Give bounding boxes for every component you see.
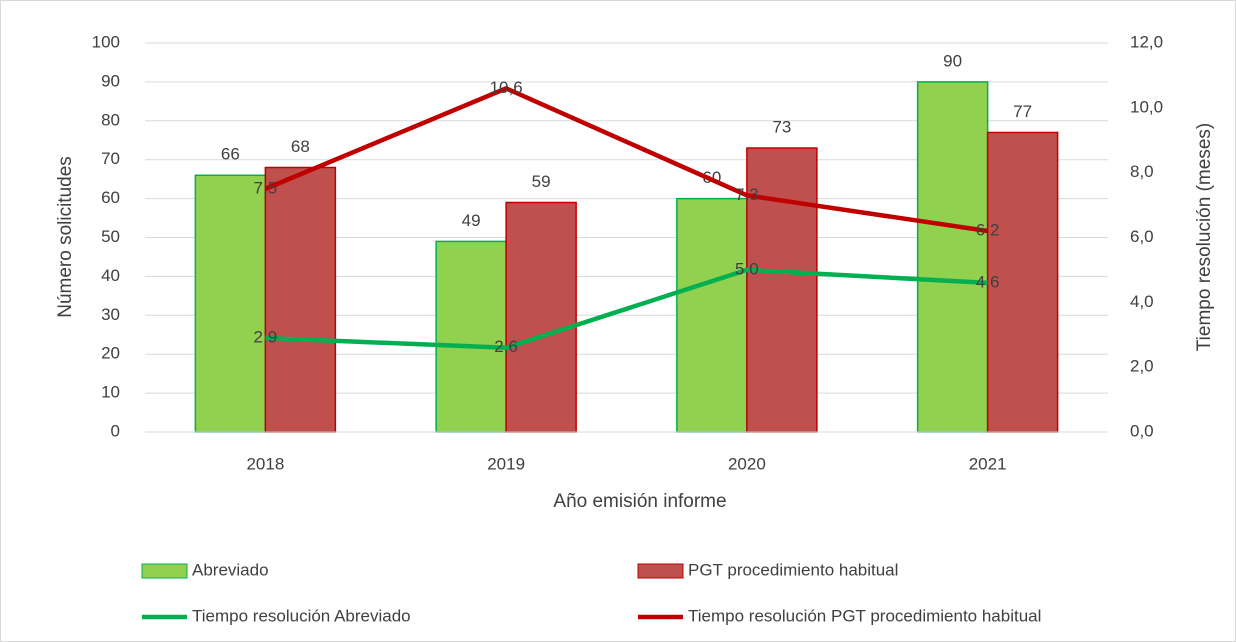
line [264,86,988,234]
y-tick-label: 50 [101,227,120,246]
legend-swatch [141,563,188,579]
data-label: 10,6 [490,78,523,97]
x-axis-title: Año emisión informe [553,491,726,512]
bar [916,81,989,433]
data-label: 2,9 [254,327,278,346]
bar [264,166,337,433]
legend-label: Abreviado [192,560,269,579]
legend-swatch [637,563,684,579]
y2-tick-label: 8,0 [1130,162,1154,181]
y-tick-label: 80 [101,110,120,129]
y-tick-label: 100 [92,32,120,51]
y-tick-label: 0 [111,421,120,440]
bar [194,174,267,433]
y-tick-label: 60 [101,188,120,207]
y-tick-label: 70 [101,149,120,168]
data-label: 5,0 [735,259,759,278]
y-tick-label: 40 [101,266,120,285]
legend-label: Tiempo resolución Abreviado [192,606,411,625]
data-label: 4,6 [976,272,1000,291]
data-label: 2,6 [494,337,518,356]
data-label: 6,2 [976,221,1000,240]
y2-axis-title: Tiempo resolución (meses) [1194,123,1215,351]
y2-tick-label: 4,0 [1130,292,1154,311]
data-label: 49 [462,211,481,230]
data-label: 66 [221,145,240,164]
y-tick-label: 30 [101,305,120,324]
x-tick-label: 2018 [246,454,284,473]
bar [676,197,748,433]
x-tick-label: 2019 [487,454,525,473]
data-label: 73 [772,118,791,137]
data-label: 59 [532,172,551,191]
y2-tick-label: 10,0 [1130,97,1163,116]
y-axis-title: Número solicitudes [55,156,76,318]
data-label: 68 [291,137,310,156]
line [265,267,988,350]
y-tick-label: 20 [101,344,120,363]
y2-tick-label: 6,0 [1130,227,1154,246]
y2-tick-label: 2,0 [1130,357,1154,376]
y2-tick-label: 0,0 [1130,421,1154,440]
data-label: 77 [1013,102,1032,121]
legend-label: PGT procedimiento habitual [688,560,898,579]
legend-label: Tiempo resolución PGT procedimiento habi… [688,606,1041,625]
x-tick-label: 2020 [728,454,766,473]
x-tick-label: 2021 [969,454,1007,473]
data-label: 90 [943,51,962,70]
y2-tick-label: 12,0 [1130,32,1163,51]
y-tick-label: 90 [101,71,120,90]
data-label: 7,3 [735,185,759,204]
bar [435,240,507,433]
data-label: 7,5 [254,178,278,197]
y-tick-label: 10 [101,383,120,402]
bar [505,201,577,433]
